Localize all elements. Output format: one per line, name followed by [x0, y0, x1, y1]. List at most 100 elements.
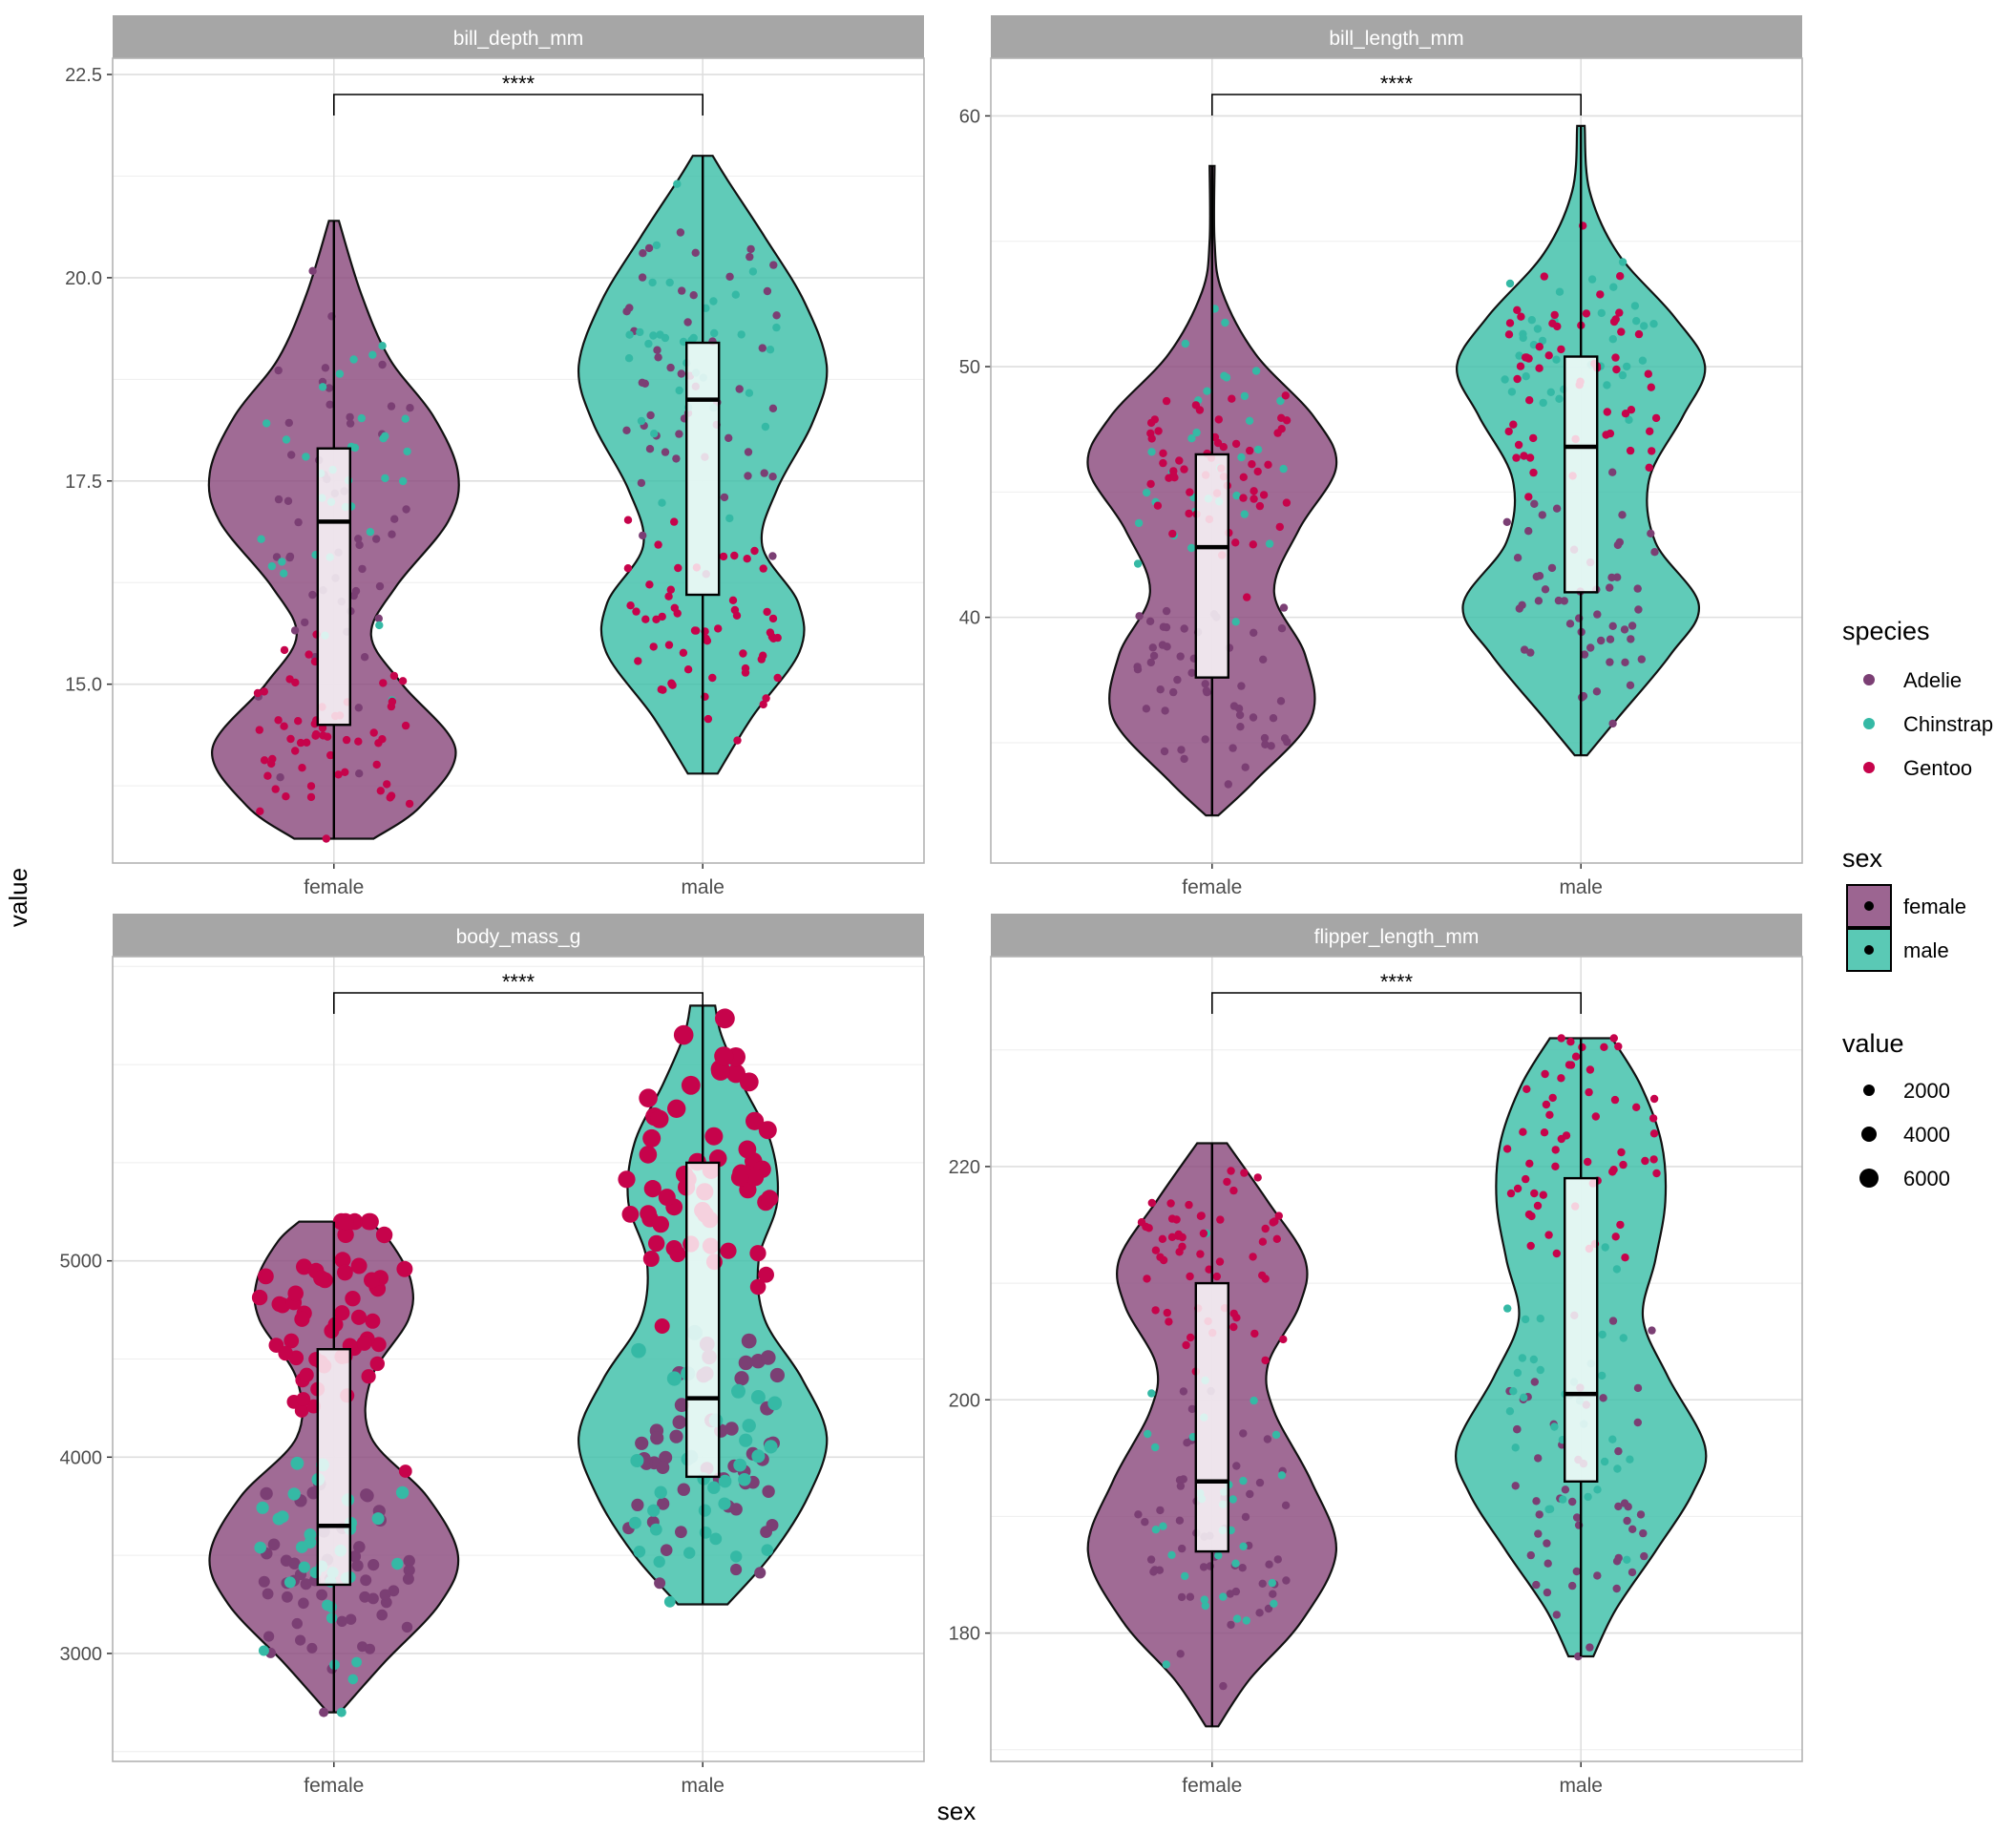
point-chinstrap: [718, 1497, 731, 1510]
point-chinstrap: [761, 1544, 774, 1556]
point-adelie: [1608, 1317, 1618, 1325]
point-adelie: [1614, 1553, 1623, 1563]
point-gentoo: [730, 551, 739, 560]
point-chinstrap: [1221, 318, 1229, 327]
point-gentoo: [1162, 396, 1171, 406]
point-gentoo: [1186, 488, 1194, 496]
point-gentoo: [334, 1252, 351, 1269]
point-gentoo: [758, 1121, 777, 1140]
point-adelie: [1593, 610, 1602, 619]
point-adelie: [387, 402, 396, 411]
point-adelie: [379, 1589, 391, 1601]
point-adelie: [1161, 706, 1169, 715]
point-gentoo: [642, 1128, 662, 1148]
point-chinstrap: [258, 1645, 269, 1656]
legend-species-gentoo-swatch: [1863, 762, 1875, 773]
point-adelie: [388, 1585, 400, 1597]
point-gentoo: [749, 1245, 766, 1262]
point-chinstrap: [750, 1390, 766, 1404]
point-adelie: [1265, 1560, 1273, 1569]
point-adelie: [378, 360, 387, 369]
point-gentoo: [1540, 272, 1549, 281]
point-chinstrap: [1529, 1355, 1539, 1364]
point-adelie: [631, 1498, 644, 1511]
point-gentoo: [623, 516, 633, 524]
point-chinstrap: [1231, 618, 1240, 626]
point-adelie: [1176, 652, 1185, 661]
point-adelie: [365, 1643, 375, 1654]
point-adelie: [659, 1450, 673, 1464]
point-chinstrap: [1550, 1422, 1559, 1431]
point-gentoo: [1250, 495, 1258, 503]
point-adelie: [1543, 1588, 1552, 1597]
point-chinstrap: [1151, 1443, 1160, 1452]
legend: species Adelie Chinstrap Gentoo sex fema…: [1842, 617, 1993, 1190]
point-chinstrap: [1623, 362, 1631, 371]
point-chinstrap: [1603, 381, 1611, 390]
point-adelie: [1534, 1529, 1543, 1538]
point-gentoo: [1174, 1230, 1183, 1239]
significance-label: ****: [502, 72, 536, 95]
point-adelie: [660, 1544, 673, 1556]
point-chinstrap: [1181, 1571, 1189, 1581]
point-gentoo: [379, 679, 388, 687]
point-chinstrap: [1505, 1407, 1515, 1416]
point-adelie: [1261, 740, 1270, 748]
point-adelie: [638, 273, 647, 282]
point-adelie: [1277, 624, 1287, 633]
point-adelie: [1141, 1518, 1149, 1527]
point-gentoo: [282, 792, 290, 801]
point-gentoo: [1535, 343, 1544, 351]
point-adelie: [375, 581, 385, 591]
point-adelie: [1250, 628, 1258, 637]
point-gentoo: [376, 787, 385, 795]
point-gentoo: [759, 651, 767, 660]
point-adelie: [650, 1431, 664, 1445]
point-chinstrap: [1167, 1550, 1176, 1560]
point-gentoo: [652, 615, 661, 623]
point-chinstrap: [1276, 396, 1285, 406]
point-chinstrap: [710, 328, 719, 338]
point-adelie: [290, 626, 300, 635]
point-chinstrap: [1533, 325, 1543, 333]
point-gentoo: [1644, 369, 1653, 378]
point-gentoo: [284, 1333, 300, 1349]
point-chinstrap: [698, 1504, 712, 1517]
point-chinstrap: [683, 1547, 696, 1559]
legend-species-gentoo-label: Gentoo: [1903, 756, 1972, 780]
legend-species-adelie-label: Adelie: [1903, 668, 1962, 692]
point-gentoo: [1146, 479, 1155, 489]
y-tick-label: 3000: [60, 1644, 103, 1665]
strip-background: [991, 914, 1802, 957]
point-gentoo: [398, 677, 408, 685]
point-adelie: [1532, 1580, 1541, 1590]
point-chinstrap: [1279, 464, 1288, 474]
point-adelie: [1180, 754, 1188, 764]
point-gentoo: [337, 1226, 354, 1244]
point-chinstrap: [673, 179, 682, 188]
box-male: [685, 341, 721, 597]
point-chinstrap: [633, 1546, 646, 1558]
point-adelie: [637, 478, 646, 488]
point-gentoo: [683, 665, 693, 674]
point-gentoo: [1649, 1155, 1658, 1164]
strip-label: flipper_length_mm: [1314, 926, 1480, 948]
point-gentoo: [1530, 1189, 1539, 1198]
legend-value-6000-label: 6000: [1903, 1167, 1950, 1190]
point-adelie: [768, 404, 778, 412]
point-gentoo: [649, 643, 658, 651]
point-gentoo: [650, 1109, 669, 1128]
point-gentoo: [1231, 439, 1241, 449]
significance-label: ****: [1380, 970, 1414, 994]
point-adelie: [376, 1609, 388, 1621]
point-gentoo: [1649, 1129, 1659, 1138]
point-adelie: [1565, 620, 1575, 628]
point-adelie: [282, 1591, 293, 1603]
x-tick-label: female: [304, 1775, 364, 1797]
point-chinstrap: [653, 1555, 665, 1569]
point-gentoo: [1544, 1231, 1553, 1239]
point-adelie: [1513, 554, 1522, 562]
point-chinstrap: [1555, 394, 1564, 403]
point-adelie: [760, 469, 768, 477]
point-chinstrap: [1240, 391, 1250, 401]
